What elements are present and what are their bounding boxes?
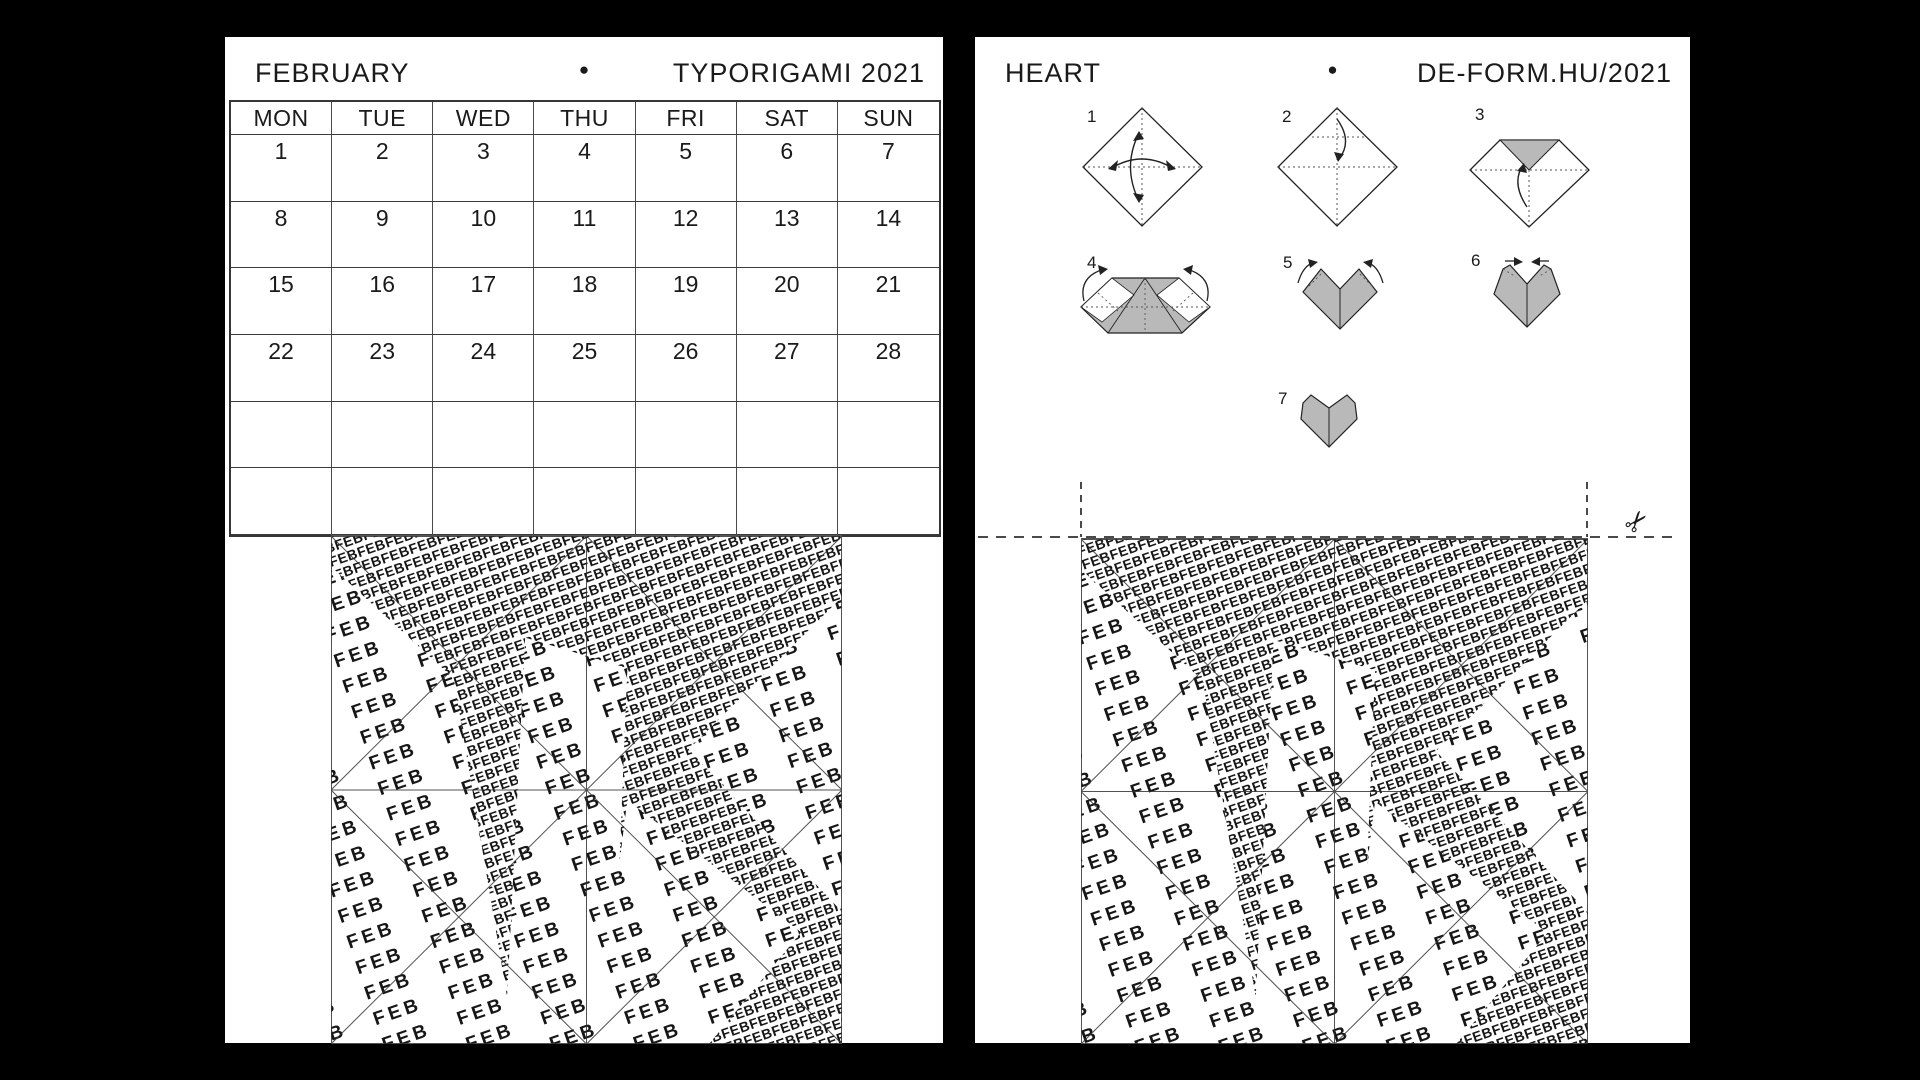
origami-step-5-diagram [1297,259,1384,330]
origami-step-7-diagram [1300,394,1358,448]
calendar-empty-cell [635,468,737,535]
calendar-empty-cell [534,468,636,535]
day-header-mon: MON [231,102,333,135]
calendar-empty-cell [332,468,434,535]
calendar-day-9: 9 [332,201,434,269]
vertical-cut-line-left [1080,482,1082,537]
calendar-day-11: 11 [534,201,636,269]
calendar-day-12: 12 [635,201,737,269]
horizontal-cut-line [978,536,1672,538]
calendar-day-21: 21 [837,268,939,335]
step-number-1: 1 [1087,107,1097,126]
calendar-day-4: 4 [534,135,636,202]
origami-fold-pattern: FEBFEBFEBFEBFEBFEBFEBFEBFEBFEBFEBFEBFEBF… [1081,538,1588,1044]
origami-fold-pattern: FEBFEBFEBFEBFEBFEBFEBFEBFEBFEBFEBFEBFEBF… [331,535,842,1044]
calendar-day-15: 15 [231,268,333,335]
calendar-day-1: 1 [231,135,333,202]
day-header-thu: THU [534,102,636,135]
crease-lines [1081,539,1588,1044]
separator-dot-icon: ● [578,60,590,79]
calendar-day-16: 16 [332,268,434,335]
brand-text: DE-FORM.HU/2021 [1416,58,1672,88]
origami-step-1-diagram [1082,107,1203,227]
calendar-day-17: 17 [433,268,535,335]
calendar-empty-cell [433,468,535,535]
separator-dot-icon: ● [1327,60,1338,79]
step-number-7: 7 [1278,389,1288,408]
calendar-day-20: 20 [736,268,838,335]
calendar-day-3: 3 [433,135,535,202]
calendar-day-19: 19 [635,268,737,335]
calendar-day-27: 27 [736,334,838,402]
origami-step-4-diagram [1080,265,1211,334]
origami-step-2-diagram [1277,107,1398,227]
day-header-tue: TUE [332,102,434,135]
crease-lines [331,536,842,1044]
calendar-day-23: 23 [332,334,434,402]
instructions-page: HEART ● DE-FORM.HU/2021 1 2 3 4 5 6 7 [975,37,1690,1044]
day-header-fri: FRI [635,102,737,135]
brand-text: TYPORIGAMI 2021 [672,58,925,88]
calendar-empty-cell [332,401,434,469]
calendar-day-18: 18 [534,268,636,335]
step-number-3: 3 [1475,105,1485,124]
calendar-empty-cell [231,401,333,469]
calendar-day-14: 14 [837,202,939,269]
calendar-day-25: 25 [534,334,636,402]
calendar-grid: MON TUE WED THU FRI SAT SUN 1 2 3 4 5 6 7 8 9 10 11 12 13 14… [229,100,941,537]
calendar-empty-cell [534,401,636,469]
calendar-empty-cell [433,401,535,469]
calendar-empty-cell [837,402,939,469]
calendar-empty-cell [837,468,939,535]
calendar-day-5: 5 [635,135,737,202]
day-header-sat: SAT [736,102,838,135]
calendar-day-8: 8 [231,201,333,269]
origami-step-6-diagram [1493,257,1561,328]
step-number-4: 4 [1087,253,1097,272]
step-number-6: 6 [1471,251,1481,270]
calendar-day-24: 24 [433,334,535,402]
day-header-wed: WED [433,102,535,135]
calendar-empty-cell [231,468,333,535]
calendar-day-26: 26 [635,334,737,402]
origami-step-3-diagram [1469,139,1590,228]
calendar-empty-cell [736,401,838,469]
calendar-day-10: 10 [433,201,535,269]
calendar-empty-cell [635,401,737,469]
calendar-day-6: 6 [736,135,838,202]
calendar-day-7: 7 [837,135,939,202]
calendar-day-28: 28 [837,335,939,402]
calendar-empty-cell [736,468,838,535]
calendar-day-2: 2 [332,135,434,202]
step-number-2: 2 [1282,107,1292,126]
calendar-day-13: 13 [736,201,838,269]
page-title: HEART [1005,58,1102,88]
day-header-sun: SUN [837,102,939,135]
step-number-5: 5 [1283,253,1293,272]
calendar-page: FEBRUARY ● TYPORIGAMI 2021 MON TUE WED THU F… [225,37,943,1044]
calendar-day-22: 22 [231,334,333,402]
vertical-cut-line-right [1586,482,1588,537]
page-title: FEBRUARY [255,58,410,88]
